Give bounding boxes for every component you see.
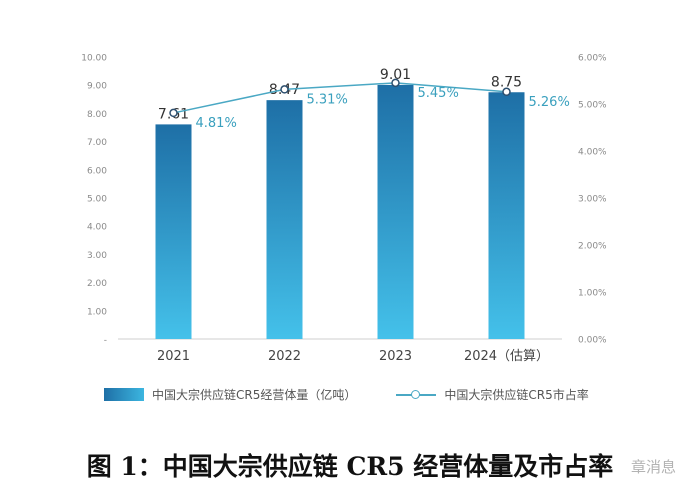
right-tick-label: 6.00% bbox=[578, 54, 607, 64]
share-line bbox=[173, 82, 507, 114]
share-value-label: 4.81% bbox=[196, 116, 237, 131]
right-tick-label: 2.00% bbox=[578, 242, 607, 252]
left-tick-label: 2.00 bbox=[87, 279, 107, 289]
chart: - 1.00 2.00 3.00 4.00 5.00 6.00 7.00 8.00 9.00 10.… bbox=[81, 54, 607, 365]
left-tick-label: 8.00 bbox=[87, 110, 107, 120]
legend-label-share: 中国大宗供应链CR5市占率 bbox=[444, 388, 589, 402]
x-tick-label: 2022 bbox=[268, 349, 301, 364]
right-tick-label: 4.00% bbox=[578, 148, 607, 158]
bar bbox=[155, 124, 192, 339]
share-point bbox=[169, 108, 178, 118]
bar bbox=[377, 84, 414, 339]
right-tick-label: 0.00% bbox=[578, 336, 607, 346]
left-tick-label: 9.00 bbox=[87, 82, 107, 92]
left-tick-label: 1.00 bbox=[87, 307, 107, 317]
share-point bbox=[502, 87, 511, 97]
left-tick-label: - bbox=[104, 336, 107, 346]
legend-item-share: 中国大宗供应链CR5市占率 bbox=[396, 386, 589, 403]
legend-bar-swatch bbox=[104, 388, 144, 401]
watermark: 章消息 bbox=[630, 458, 676, 476]
legend: 中国大宗供应链CR5经营体量（亿吨） 中国大宗供应链CR5市占率 bbox=[104, 386, 629, 403]
figure-caption: 图 1：中国大宗供应链 CR5 经营体量及市占率 bbox=[86, 452, 614, 481]
legend-line-swatch bbox=[396, 388, 437, 401]
legend-label-volume: 中国大宗供应链CR5经营体量（亿吨） bbox=[152, 388, 357, 402]
left-tick-label: 4.00 bbox=[87, 223, 107, 233]
right-tick-label: 3.00% bbox=[578, 195, 607, 205]
left-tick-label: 7.00 bbox=[87, 138, 107, 148]
legend-item-volume: 中国大宗供应链CR5经营体量（亿吨） bbox=[104, 386, 356, 403]
x-tick-label: 2024（估算） bbox=[464, 349, 549, 364]
left-tick-label: 6.00 bbox=[87, 166, 107, 176]
share-value-label: 5.45% bbox=[418, 86, 459, 101]
share-value-label: 5.26% bbox=[529, 95, 570, 110]
left-tick-label: 5.00 bbox=[87, 195, 107, 205]
right-tick-label: 1.00% bbox=[578, 289, 607, 299]
share-point bbox=[391, 78, 400, 88]
x-tick-label: 2023 bbox=[379, 349, 412, 364]
bar-value-label: 8.75 bbox=[491, 74, 522, 90]
x-tick-label: 2021 bbox=[157, 349, 190, 364]
right-tick-label: 5.00% bbox=[578, 101, 607, 111]
bar bbox=[488, 92, 525, 339]
left-tick-label: 10.00 bbox=[81, 54, 107, 64]
left-tick-label: 3.00 bbox=[87, 251, 107, 261]
bar-value-label: 9.01 bbox=[380, 67, 411, 83]
share-value-label: 5.31% bbox=[307, 92, 348, 107]
bar bbox=[266, 100, 303, 339]
share-point bbox=[280, 85, 289, 94]
